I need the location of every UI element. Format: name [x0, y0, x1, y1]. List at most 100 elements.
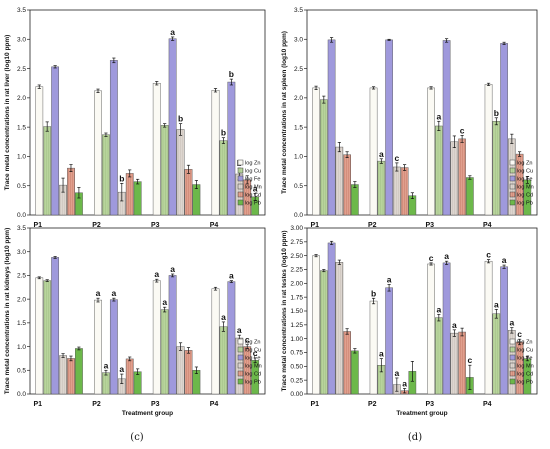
- y-tick-label: 3.5: [17, 225, 26, 232]
- bar: [168, 38, 177, 216]
- category-label: P3: [151, 222, 160, 229]
- bar: [385, 39, 393, 216]
- bar: [351, 350, 359, 395]
- bar: [484, 84, 493, 216]
- significance-label: c: [517, 329, 522, 339]
- significance-label: a: [402, 378, 407, 388]
- legend-swatch: [509, 362, 516, 369]
- y-axis-title: Trace metal concentrations in rat liver …: [4, 35, 11, 191]
- category-label: P2: [368, 222, 377, 229]
- legend-entry: log Pb: [517, 201, 533, 207]
- significance-label: a: [229, 271, 234, 281]
- bar: [500, 266, 508, 395]
- legend-swatch: [237, 370, 244, 377]
- bar: [243, 346, 252, 395]
- y-tick-label: 2.25: [290, 267, 303, 274]
- bar: [43, 280, 52, 395]
- bar: [369, 87, 378, 216]
- y-tick-label: 2.00: [290, 281, 303, 288]
- bar: [450, 332, 459, 395]
- significance-label: a: [394, 368, 399, 378]
- bar: [312, 87, 320, 216]
- significance-label: a: [452, 320, 457, 330]
- bar: [377, 160, 386, 216]
- bar: [94, 299, 102, 395]
- bar: [427, 87, 435, 216]
- bar: [102, 372, 110, 395]
- bar: [442, 262, 451, 395]
- bar: [160, 125, 169, 216]
- bar: [450, 141, 459, 216]
- significance-label: c: [429, 253, 434, 263]
- bar: [51, 257, 60, 395]
- chart-panel-c: 0.00.51.01.52.02.53.03.5P1aaaaP2aaaP3aaa…: [4, 225, 266, 443]
- bar: [67, 358, 75, 395]
- significance-label: a: [379, 349, 384, 359]
- significance-label: a: [221, 312, 226, 322]
- legend-swatch: [237, 175, 244, 182]
- legend-swatch: [509, 159, 516, 166]
- legend-entry: log Zn: [517, 161, 533, 167]
- bar: [219, 140, 228, 216]
- significance-label: a: [494, 299, 499, 309]
- bar: [466, 177, 474, 216]
- significance-label: a: [379, 149, 384, 159]
- bar: [192, 184, 201, 216]
- significance-label: a: [162, 297, 167, 307]
- y-tick-label: 2.0: [294, 95, 303, 102]
- legend-entry: log Fe: [517, 356, 533, 362]
- bar: [43, 126, 52, 216]
- y-tick-label: 2.5: [294, 66, 303, 73]
- y-tick-label: 2.0: [17, 95, 26, 102]
- legend-swatch: [509, 354, 516, 361]
- panel-label: (d): [408, 432, 422, 443]
- bar: [102, 134, 110, 216]
- bar: [35, 277, 44, 395]
- category-label: P1: [34, 401, 43, 408]
- category-label: P1: [34, 222, 43, 229]
- y-tick-label: 1.5: [17, 320, 26, 327]
- y-axis-title: Trace metal concentrations in rat spleen…: [281, 31, 288, 194]
- y-tick-label: 1.75: [290, 294, 303, 301]
- chart-panel-a: 0.00.51.01.52.02.53.03.5P1bP2abP3bbbaP4T…: [4, 7, 266, 246]
- bar: [484, 260, 493, 395]
- y-tick-label: 0.5: [17, 367, 26, 374]
- bar: [320, 99, 328, 216]
- significance-label: a: [502, 255, 507, 265]
- x-axis-title: Treatment group: [122, 410, 173, 417]
- category-label: P4: [483, 401, 492, 408]
- significance-label: b: [494, 108, 499, 118]
- legend-entry: log Cd: [245, 193, 261, 199]
- legend-swatch: [509, 191, 516, 198]
- y-tick-label: 0.0: [294, 212, 303, 219]
- bar: [500, 43, 508, 216]
- bar: [492, 121, 501, 216]
- legend-entry: log Cu: [517, 348, 533, 354]
- y-tick-label: 0.50: [290, 364, 303, 371]
- bar: [435, 317, 443, 395]
- bar: [211, 90, 220, 216]
- bar: [492, 313, 501, 395]
- bar: [125, 358, 134, 395]
- bar: [160, 309, 169, 395]
- legend-swatch: [237, 159, 244, 166]
- category-label: P4: [483, 222, 492, 229]
- category-label: P4: [210, 222, 219, 229]
- bar: [351, 184, 359, 216]
- bar: [125, 173, 134, 216]
- bar: [343, 331, 351, 395]
- significance-label: a: [154, 269, 159, 279]
- category-label: P2: [92, 401, 101, 408]
- significance-label: a: [237, 325, 242, 335]
- y-tick-label: 1.50: [290, 308, 303, 315]
- legend-entry: log Zn: [517, 340, 533, 346]
- y-axis-title: Trace metal concentrations in rat kidney…: [4, 228, 11, 395]
- bar: [219, 326, 228, 395]
- significance-label: c: [486, 250, 491, 260]
- bar: [59, 355, 67, 395]
- bar: [152, 82, 161, 216]
- legend-entry: log Cd: [517, 193, 533, 199]
- legend-entry: log Zn: [245, 161, 261, 167]
- y-tick-label: 0.5: [17, 183, 26, 190]
